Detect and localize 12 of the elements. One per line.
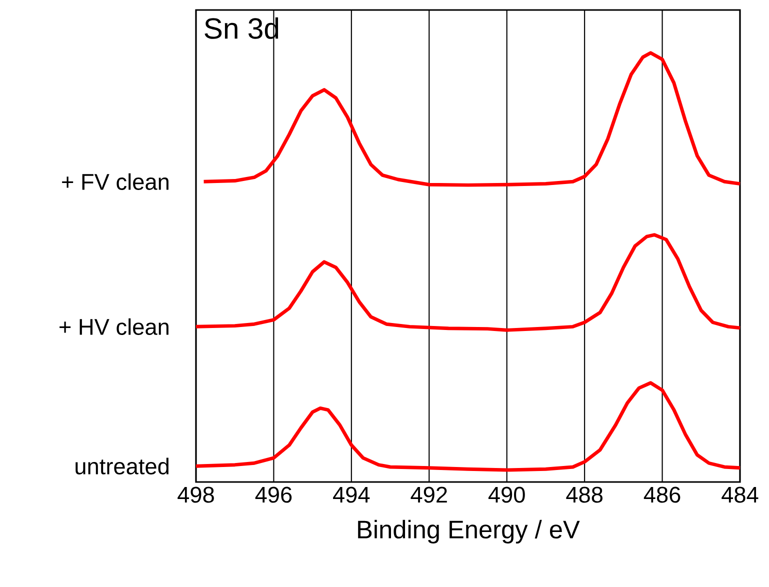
x-tick-label: 488 (566, 486, 602, 503)
x-tick-label: 496 (255, 486, 292, 503)
x-tick-label: 484 (722, 486, 758, 503)
series-label: untreated (76, 458, 168, 474)
series-label: + FV clean (62, 173, 168, 190)
x-tick-label: 486 (644, 486, 680, 503)
x-tick-label: 494 (333, 486, 370, 503)
series-label: + HV clean (60, 318, 168, 335)
x-axis-title: Binding Energy / eV (358, 520, 580, 544)
x-tick-label: 498 (178, 486, 214, 503)
x-tick-label: 490 (488, 486, 525, 503)
x-tick-label: 492 (410, 486, 447, 503)
